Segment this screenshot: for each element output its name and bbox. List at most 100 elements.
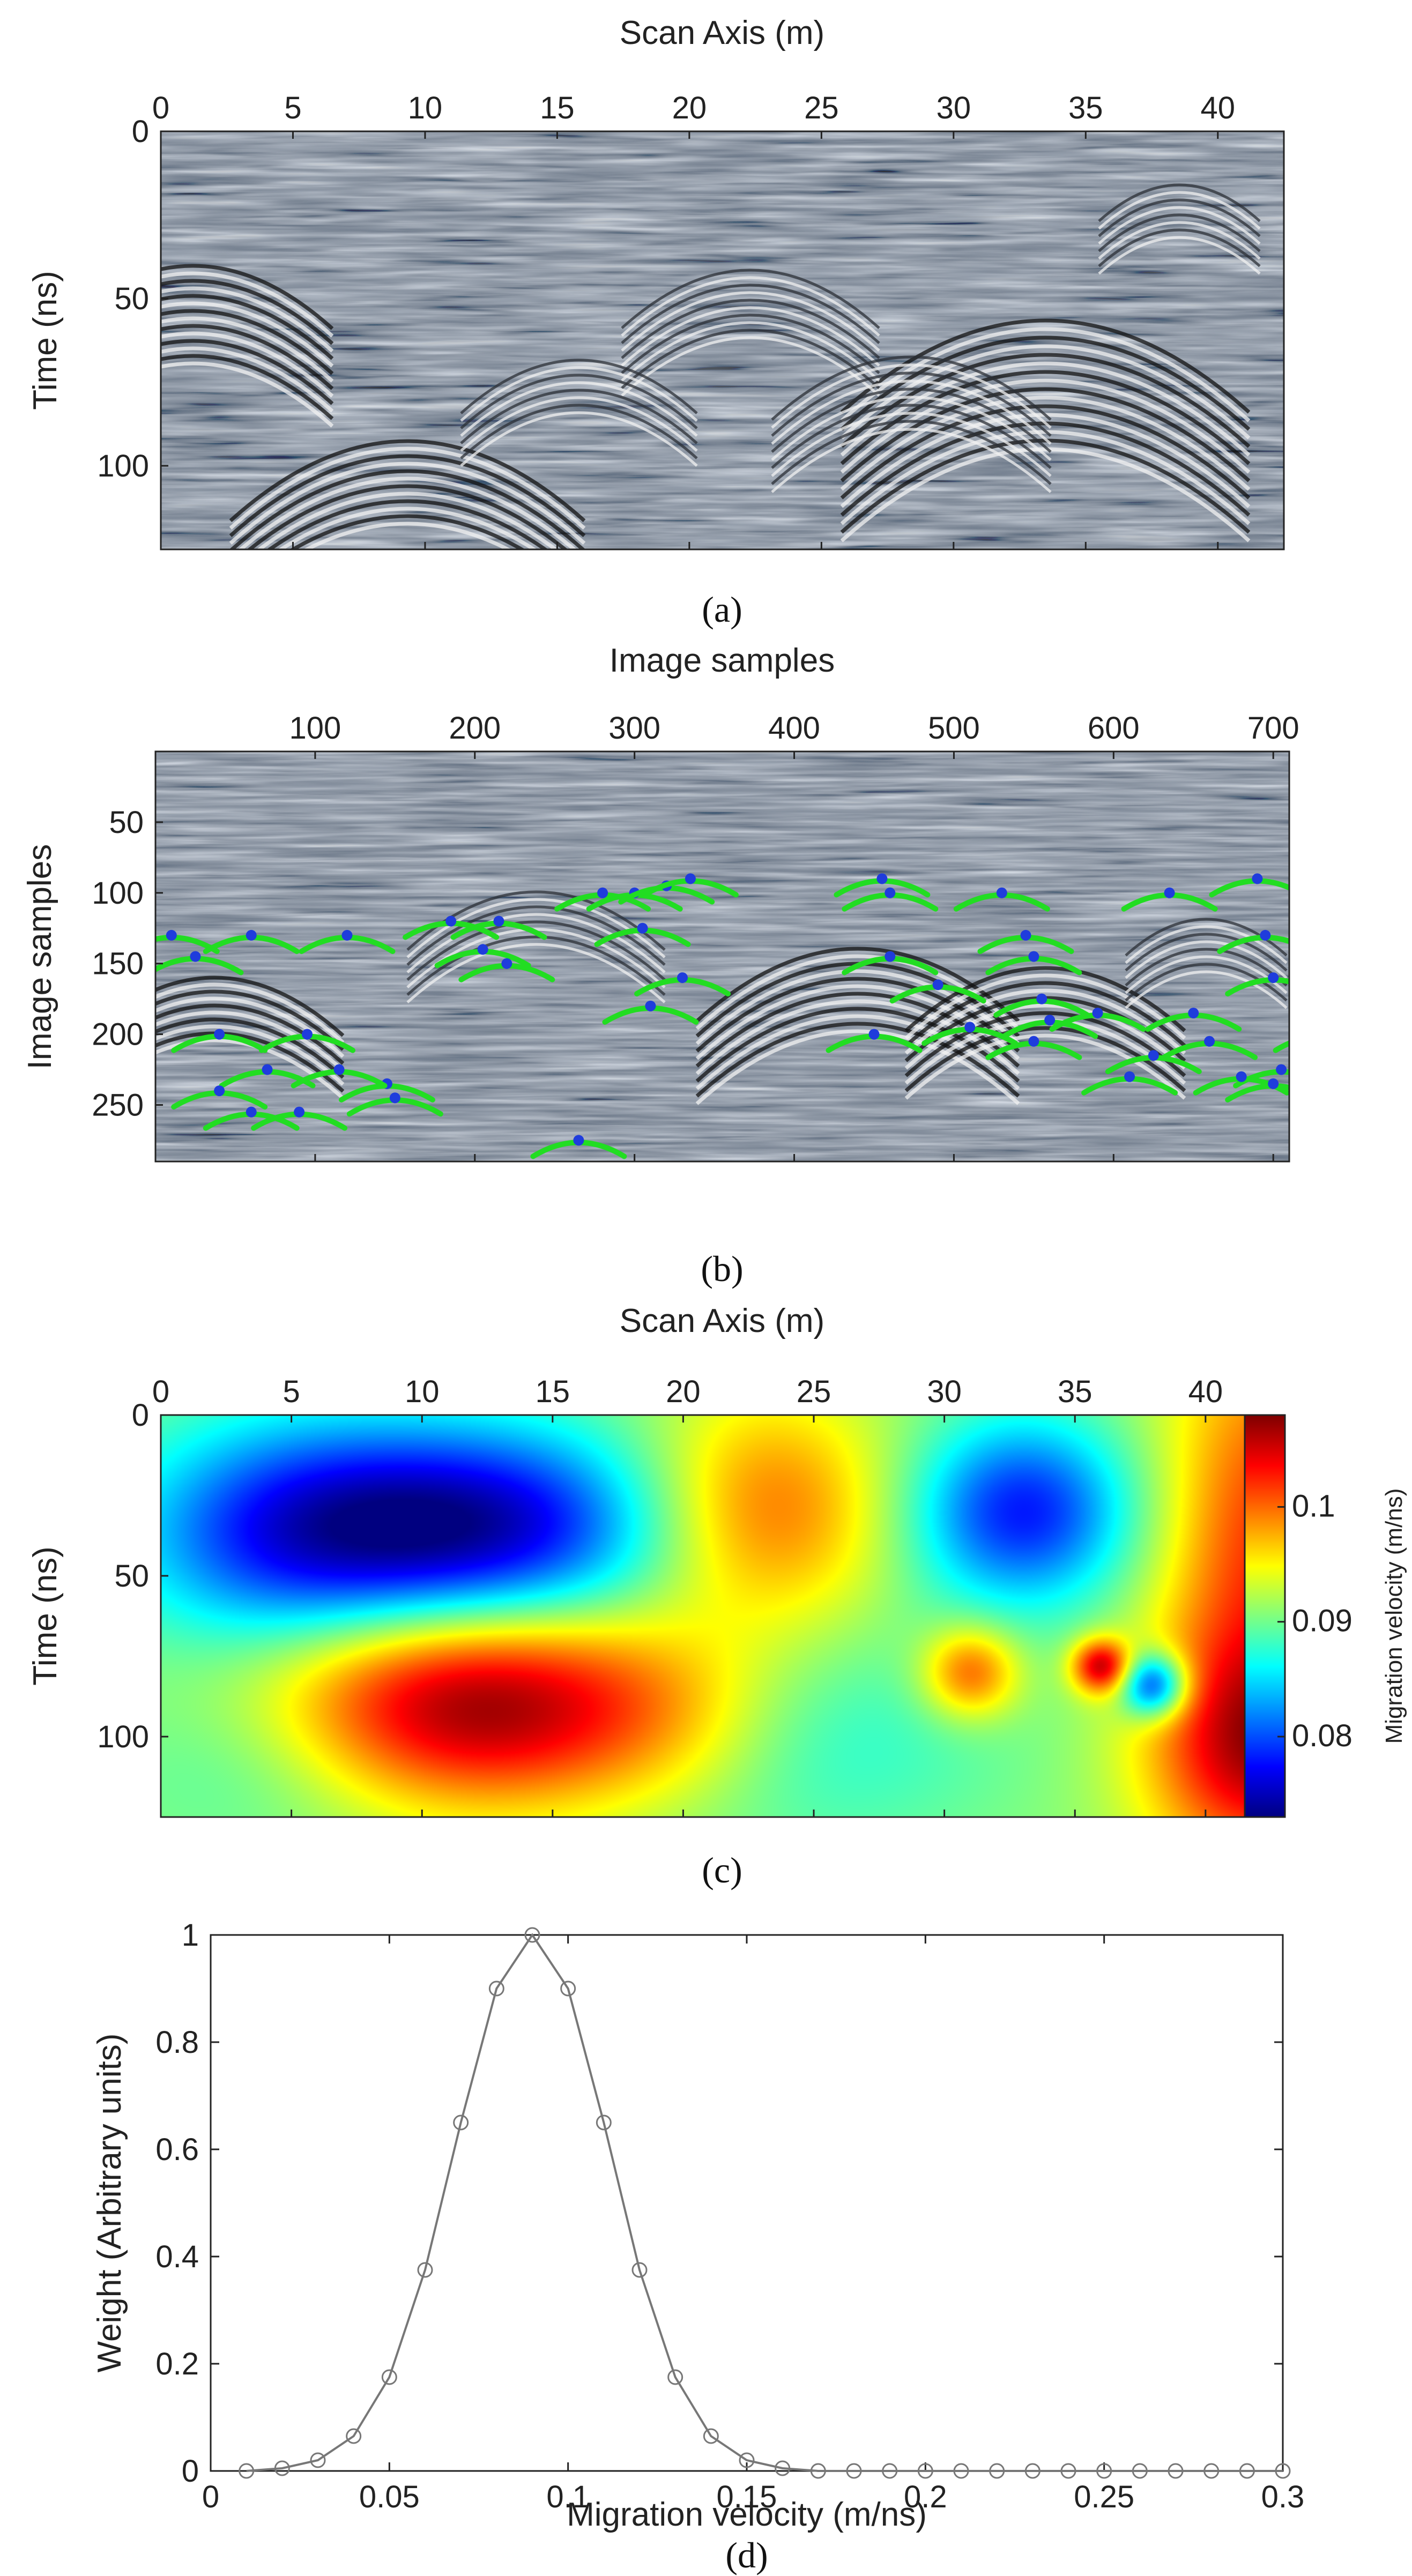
colorbar-tick-label: 0.08 [1292, 1718, 1352, 1753]
plot-a-frame [160, 130, 1285, 550]
weight-data-point [1096, 2463, 1112, 2479]
x-tick-label: 35 [1068, 91, 1103, 125]
reflector-band [904, 981, 1186, 1047]
panel-a: 0 5 10 15 20 25 30 35 40 0 50 100 Scan Axis (m) Tim… [27, 14, 1285, 630]
y-tick-label: 0 [132, 1398, 149, 1433]
reflector-band [1125, 925, 1288, 964]
reflector-band [460, 404, 698, 459]
reflector-band [406, 943, 666, 1003]
reflector-band [771, 388, 1052, 453]
detection-apex-marker [294, 1106, 305, 1118]
detection-apex-marker [996, 887, 1007, 898]
reflector-band [460, 374, 698, 429]
reflector-band [621, 276, 880, 337]
x-tick-label: 0 [202, 2480, 219, 2514]
reflector-band [840, 336, 1251, 431]
plot-b-y-title: Image samples [21, 844, 58, 1069]
plot-a-y-title: Time (ns) [27, 271, 64, 410]
reflector-band [840, 361, 1251, 457]
reflector-band [155, 1017, 345, 1079]
reflector-band [1125, 963, 1288, 1002]
reflector-band [621, 329, 880, 389]
radargram-b-texture [155, 751, 1289, 1162]
reflector-band [1125, 940, 1288, 979]
detection-apex-marker [301, 1029, 313, 1040]
reflector-band [1098, 236, 1261, 275]
plot-d-ticks: 0 0.05 0.1 0.15 0.2 0.25 0.3 0 0.2 0.4 0.6 0.8 1 [155, 1918, 1304, 2514]
y-tick-label: 0 [182, 2454, 199, 2489]
reflector-band [460, 411, 698, 467]
weight-data-point [667, 2369, 683, 2385]
detection-apex-marker [1028, 951, 1039, 962]
weight-data-point [1168, 2463, 1184, 2479]
plot-c-y-title: Time (ns) [27, 1546, 64, 1685]
x-tick-label: 600 [1088, 711, 1140, 746]
reflector-band [1098, 198, 1261, 237]
plot-d-y-title: Weight (Arbitrary units) [91, 2034, 128, 2373]
reflector-band [229, 439, 586, 523]
detection-apex-marker [341, 929, 353, 941]
x-tick-label: 5 [284, 91, 301, 125]
detection-apex-marker [1148, 1050, 1159, 1061]
reflector-band [1125, 933, 1288, 972]
detection-apex-marker [1188, 1008, 1199, 1019]
y-tick-label: 100 [97, 1719, 149, 1754]
reflector-band [155, 989, 345, 1051]
weight-data-point [917, 2463, 933, 2479]
reflector-band [155, 1010, 345, 1072]
detection-apex-marker [333, 1064, 345, 1075]
x-tick-label: 20 [666, 1374, 701, 1409]
reflector-band [406, 913, 666, 973]
x-tick-label: 40 [1188, 1374, 1223, 1409]
detection-hyperbola [1273, 1040, 1289, 1053]
weight-data-point [596, 2115, 612, 2131]
detection-apex-marker [445, 915, 457, 927]
reflector-band [161, 361, 334, 428]
reflector-band [229, 469, 586, 549]
detection-apex-marker [885, 951, 896, 962]
x-tick-label: 400 [768, 711, 820, 746]
reflector-band [840, 327, 1251, 422]
weight-data-point [1060, 2463, 1076, 2479]
x-tick-label: 300 [608, 711, 660, 746]
reflector-band [904, 1003, 1186, 1070]
reflector-band [460, 359, 698, 414]
reflector-band [1098, 221, 1261, 260]
plot-d-x-title: Migration velocity (m/ns) [567, 2496, 927, 2533]
colorbar-ticks: 0.08 0.09 0.1 [1277, 1488, 1352, 1753]
x-tick-label: 5 [283, 1374, 300, 1409]
reflector-band [460, 396, 698, 452]
y-tick-label: 150 [92, 947, 144, 981]
x-tick-label: 15 [536, 1374, 570, 1409]
colorbar-tick-label: 0.09 [1292, 1604, 1352, 1639]
detection-apex-marker [677, 972, 688, 984]
y-tick-label: 50 [114, 281, 149, 316]
reflector-band [155, 1024, 345, 1086]
detections-layer [155, 873, 1289, 1159]
panel-c: 0 5 10 15 20 25 30 35 40 0 50 100 0.08 0.09 0.1 Migra… [27, 1302, 1407, 1890]
x-tick-label: 500 [928, 711, 980, 746]
detection-apex-marker [262, 1064, 273, 1075]
y-tick-label: 200 [92, 1017, 144, 1052]
reflector-band [1098, 206, 1261, 245]
reflector-band [1098, 183, 1261, 222]
reflector-band [229, 461, 586, 545]
weight-data-point [310, 2452, 326, 2468]
reflector-band [840, 447, 1251, 542]
plot-c-ticks: 0 5 10 15 20 25 30 35 40 0 50 100 [97, 1374, 1223, 1817]
reflector-band [256, 492, 559, 549]
reflector-band [621, 284, 880, 344]
reflector-band [904, 1033, 1186, 1100]
reflector-band [771, 412, 1052, 477]
reflector-band [904, 966, 1186, 1032]
x-tick-label: 200 [449, 711, 501, 746]
weight-data-point [239, 2463, 255, 2479]
reflector-band [904, 988, 1186, 1055]
weight-data-point [631, 2262, 648, 2278]
plot-d-series [239, 1927, 1291, 2479]
detection-apex-marker [876, 873, 888, 884]
detection-apex-marker [868, 1029, 880, 1040]
detection-apex-marker [246, 929, 257, 941]
x-tick-label: 0.15 [717, 2480, 777, 2514]
reflector-band [771, 428, 1052, 493]
